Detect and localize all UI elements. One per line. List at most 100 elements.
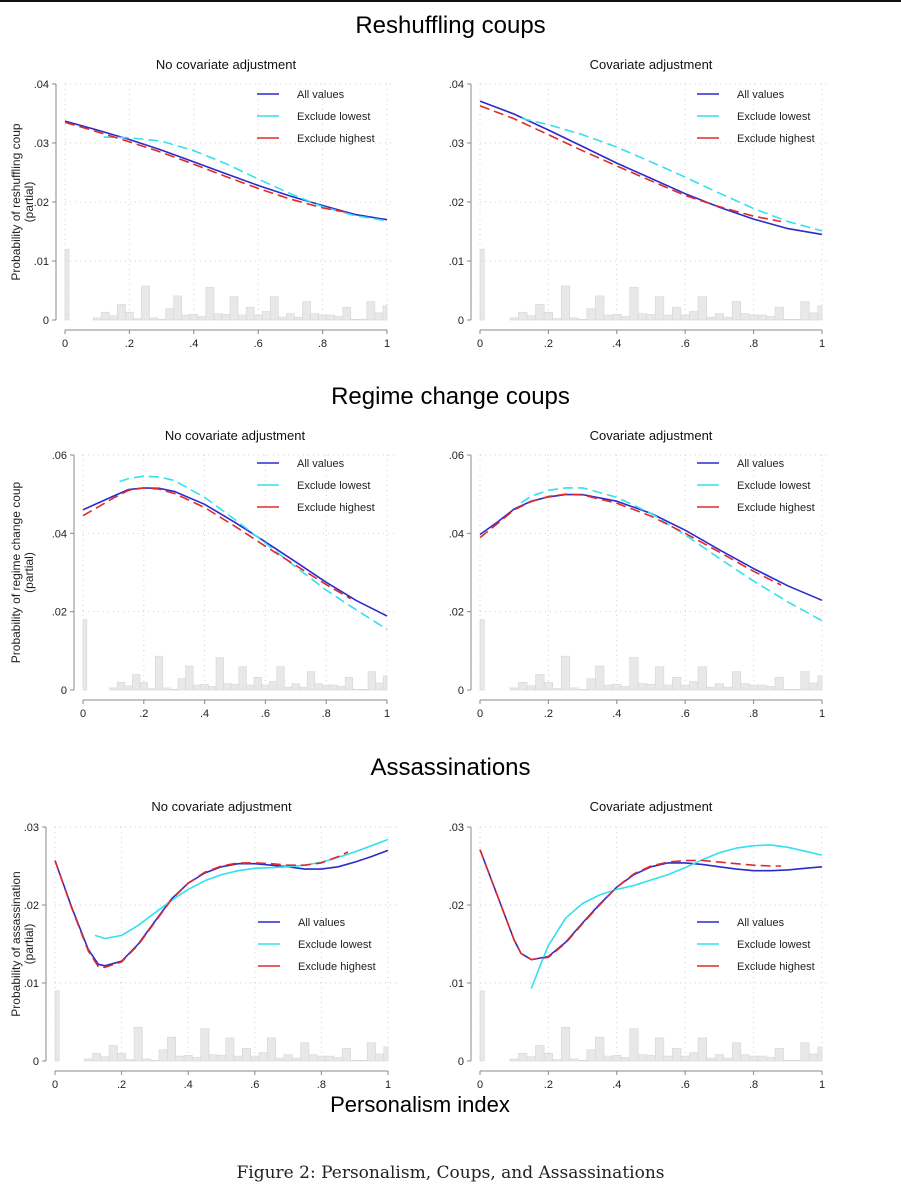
y-axis-title: Probability of regime change coup (partia… <box>9 481 36 663</box>
x-tick-label: .8 <box>749 1079 758 1091</box>
legend-label: All values <box>737 458 785 470</box>
y-axis-title-line1: Probability of regime change coup <box>9 481 23 663</box>
series-line-exclude-highest <box>479 849 781 961</box>
histogram-bar <box>646 684 656 691</box>
y-axis-title-line2: (partial) <box>22 182 36 223</box>
histogram-bar <box>526 1056 536 1062</box>
x-tick-label: .2 <box>544 1079 553 1091</box>
histogram-bar <box>723 1057 733 1062</box>
x-tick-label: .6 <box>261 708 270 720</box>
histogram-bar <box>294 316 303 321</box>
histogram-bar <box>276 666 285 691</box>
x-tick-label: .4 <box>189 338 198 350</box>
histogram-bar <box>350 1059 360 1062</box>
histogram-bar <box>518 1052 528 1062</box>
histogram-bar <box>300 1042 310 1062</box>
histogram-bar <box>225 1037 235 1062</box>
histogram-bar <box>612 1055 622 1062</box>
histogram-bar <box>189 314 199 321</box>
histogram-bar <box>560 285 571 321</box>
y-tick-label: .04 <box>34 79 49 91</box>
histogram-bar <box>157 318 166 321</box>
series-line-exclude-lowest <box>520 117 823 232</box>
histogram-bar <box>629 287 639 321</box>
histogram-bar <box>757 1055 767 1062</box>
histogram-bar <box>526 685 536 691</box>
histogram-bar <box>552 1059 562 1062</box>
histogram-bar <box>221 314 231 321</box>
histogram-bar <box>646 314 656 321</box>
histogram-bar <box>723 686 733 691</box>
x-tick-label: .8 <box>317 1079 326 1091</box>
histogram-bar <box>706 1057 716 1062</box>
histogram-bar <box>185 665 194 691</box>
y-tick-label: .04 <box>52 528 67 540</box>
histogram-bar <box>714 683 724 691</box>
histogram-bar <box>672 1048 682 1062</box>
series-line-exclude-highest <box>54 851 349 969</box>
y-axis-title-line1: Probability of assassination <box>9 871 23 1016</box>
histogram-bar <box>766 686 776 691</box>
histogram-bar <box>479 990 485 1062</box>
legend-label: All values <box>737 89 785 101</box>
histogram-bar <box>246 684 255 691</box>
x-tick-label: .6 <box>681 1079 690 1091</box>
y-tick-label: .03 <box>449 138 464 150</box>
histogram-bar <box>595 665 605 691</box>
x-tick-label: .2 <box>544 338 553 350</box>
histogram-bar <box>800 1042 810 1062</box>
histogram-bar <box>150 1059 160 1062</box>
histogram-bar <box>637 683 648 691</box>
x-tick-label: .2 <box>544 708 553 720</box>
histogram-bar <box>117 1052 127 1062</box>
histogram-bar <box>543 681 553 691</box>
histogram-bar <box>314 683 323 691</box>
histogram-bar <box>817 305 823 321</box>
histogram-bar <box>374 312 384 321</box>
panel-regime-change-no-covariate: No covariate adjustment 0 .02 .04 .06 0 .2 .4 .6… <box>9 428 395 720</box>
histogram-bar <box>749 1055 759 1062</box>
histogram-bar <box>367 671 376 691</box>
x-tick-label: 1 <box>819 338 825 350</box>
histogram-bar <box>689 681 699 691</box>
histogram-bar <box>595 295 605 321</box>
series-line-exclude-highest <box>479 105 782 223</box>
histogram-bar <box>142 1058 152 1062</box>
y-tick-label: 0 <box>458 1056 464 1068</box>
histogram-bar <box>654 1037 665 1062</box>
histogram-bar <box>817 675 823 691</box>
histogram-bar <box>791 318 801 321</box>
histogram-bar <box>672 306 682 321</box>
histogram-bar <box>808 682 819 691</box>
histogram-bar <box>162 687 171 691</box>
legend-label: All values <box>297 89 345 101</box>
histogram-bar <box>800 671 810 691</box>
histogram-bar <box>268 681 278 691</box>
histogram-bar <box>269 296 279 321</box>
histogram-bar <box>479 619 485 691</box>
x-tick-label: .6 <box>681 708 690 720</box>
y-tick-label: .06 <box>52 450 67 462</box>
histogram-bar <box>740 313 750 321</box>
histogram-bar <box>800 301 810 321</box>
row-title-reshuffling: Reshuffling coups <box>355 12 546 39</box>
histogram-bar <box>578 318 588 321</box>
histogram-bar <box>165 308 174 321</box>
panel-assassination-covariate: Covariate adjustment 0 .01 .02 .03 0 .2 .4 .6 .8 1… <box>449 799 830 1091</box>
histogram-bar <box>350 318 360 321</box>
histogram-bar <box>731 301 742 321</box>
histogram-bar <box>291 1057 301 1062</box>
histogram-bar <box>663 684 673 691</box>
panel-title: Covariate adjustment <box>590 57 713 72</box>
histogram-bar <box>183 1055 193 1062</box>
y-tick-label: .02 <box>449 197 464 209</box>
histogram-bar <box>817 1046 823 1062</box>
histogram-bar <box>175 1055 185 1062</box>
panel-regime-change-covariate: Covariate adjustment 0 .02 .04 .06 0 .2 .4 .6 .8 1… <box>449 428 830 720</box>
histogram-bar <box>731 671 742 691</box>
histogram-bar <box>333 1057 343 1062</box>
histogram-bar <box>132 674 141 691</box>
histogram-bar <box>689 1052 699 1062</box>
histogram-bar <box>740 683 750 691</box>
histogram-bar <box>283 1054 293 1062</box>
